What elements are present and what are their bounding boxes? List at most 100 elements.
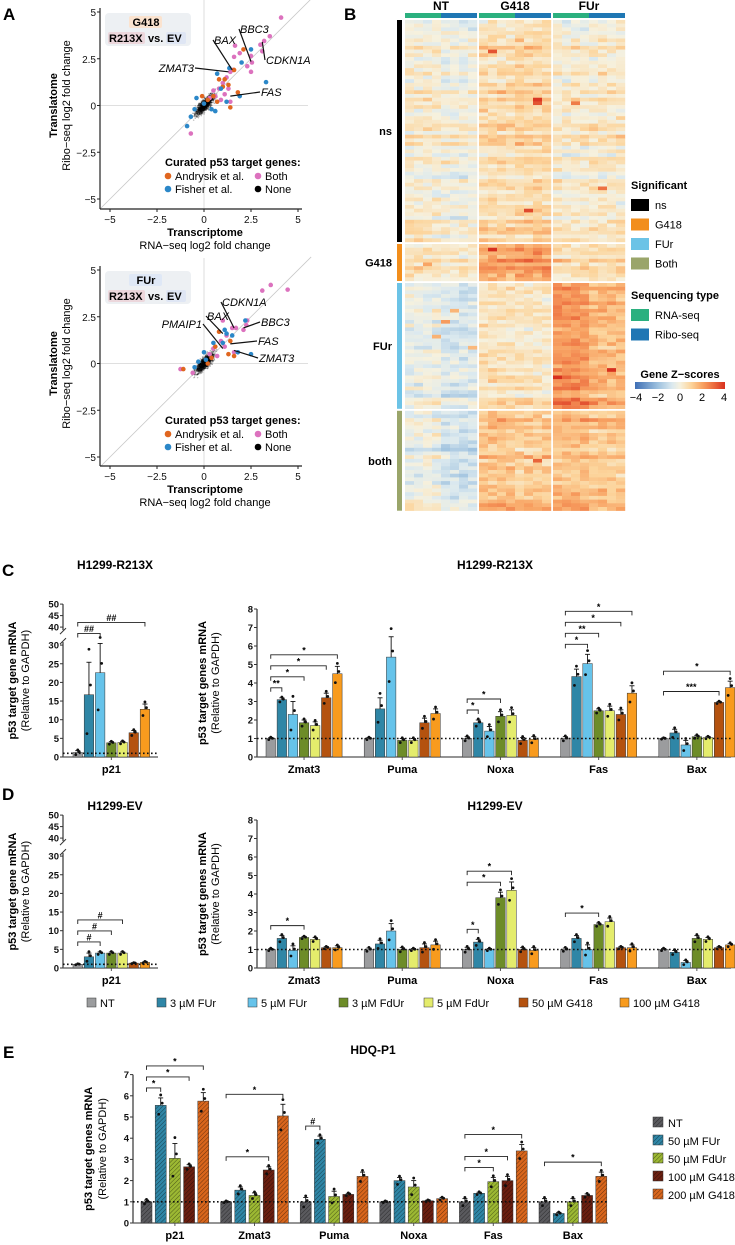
heatmap-cell: [450, 160, 460, 165]
heatmap-cell: [488, 131, 498, 135]
point-none: [208, 93, 210, 95]
heatmap-cell: [571, 23, 581, 28]
heatmap-cell: [542, 53, 552, 58]
heatmap-cell: [553, 112, 563, 117]
heatmap-cell: [562, 79, 572, 84]
point-none: [206, 351, 209, 353]
heatmap-cell: [515, 145, 525, 150]
heatmap-cell: [479, 90, 489, 95]
heatmap-cell: [488, 68, 498, 72]
heatmap-cell: [571, 42, 581, 47]
heatmap-cell: [515, 97, 525, 102]
y-tick-label: −2.5: [76, 148, 96, 159]
heatmap-cell: [506, 258, 516, 263]
heatmap-cell: [542, 131, 552, 135]
heatmap-cell: [432, 230, 442, 235]
heatmap-cell: [506, 45, 516, 50]
heatmap-cell: [468, 186, 478, 191]
heatmap-cell: [468, 134, 478, 139]
heatmap-cell: [515, 219, 525, 224]
heatmap-cell: [542, 45, 552, 50]
heatmap-cell: [542, 223, 552, 228]
heatmap-cell: [414, 208, 424, 213]
heatmap-cell: [580, 251, 590, 256]
point-none: [197, 106, 200, 108]
point-none: [208, 102, 210, 105]
heatmap-cell: [459, 108, 469, 113]
point-none: [204, 106, 207, 109]
heatmap-cell: [589, 216, 599, 220]
heatmap-cell: [589, 105, 599, 109]
point-none: [197, 109, 200, 111]
heatmap-cell: [468, 301, 478, 306]
heatmap-cell: [524, 156, 534, 161]
heatmap-cell: [515, 75, 525, 80]
heatmap-cell: [589, 86, 599, 91]
heatmap-cell: [562, 212, 572, 217]
heatmap-cell: [607, 208, 617, 213]
heatmap-cell: [589, 142, 599, 146]
heatmap-cell: [423, 286, 433, 291]
heatmap-cell: [423, 234, 433, 239]
heatmap-cell: [562, 286, 572, 291]
heatmap-cell: [450, 247, 460, 252]
heatmap-cell: [533, 101, 543, 106]
heatmap-cell: [553, 153, 563, 158]
heatmap-cell: [497, 97, 507, 102]
heatmap-cell: [542, 57, 552, 61]
heatmap-cell: [459, 71, 469, 76]
y-tick-label: −5: [85, 195, 97, 206]
heatmap-cell: [497, 223, 507, 228]
heatmap-cell: [607, 193, 617, 198]
point-none: [198, 102, 201, 104]
heatmap-cell: [607, 149, 617, 154]
heatmap-cell: [542, 190, 552, 195]
heatmap-cell: [506, 219, 516, 224]
heatmap-cell: [441, 145, 451, 150]
heatmap-cell: [405, 323, 415, 328]
heatmap-cell: [580, 79, 590, 84]
point-none: [206, 104, 209, 106]
heatmap-cell: [497, 75, 507, 80]
heatmap-cell: [405, 297, 415, 302]
heatmap-cell: [562, 255, 572, 259]
heatmap-cell: [414, 205, 424, 209]
point-none: [199, 112, 201, 114]
point-none: [206, 103, 208, 106]
heatmap-cell: [571, 101, 581, 106]
point-none: [197, 112, 199, 114]
heatmap-cell: [598, 312, 608, 317]
heatmap-cell: [571, 112, 581, 117]
point-fisher: [263, 79, 269, 85]
heatmap-cell: [414, 244, 424, 248]
heatmap-cell: [506, 182, 516, 187]
heatmap-cell: [553, 179, 563, 183]
point-none: [200, 103, 202, 105]
heatmap-cell: [441, 127, 451, 132]
heatmap-cell: [506, 273, 516, 278]
heatmap-cell: [423, 60, 433, 65]
heatmap-cell: [607, 108, 617, 113]
heatmap-cell: [459, 23, 469, 28]
heatmap-cell: [506, 290, 516, 295]
heatmap-cell: [468, 97, 478, 102]
heatmap-cell: [607, 53, 617, 58]
heatmap-cell: [542, 269, 552, 274]
heatmap-cell: [553, 223, 563, 228]
heatmap-cell: [589, 283, 599, 287]
heatmap-cell: [533, 175, 543, 180]
heatmap-cell: [497, 297, 507, 302]
heatmap-cell: [598, 305, 608, 310]
point-none: [198, 107, 200, 109]
gene-annotation: CDKN1A: [222, 297, 267, 309]
heatmap-cell: [524, 312, 534, 317]
heatmap-cell: [414, 145, 424, 150]
heatmap-cell: [533, 255, 543, 259]
heatmap-cell: [432, 134, 442, 139]
heatmap-cell: [598, 186, 608, 191]
heatmap-cell: [414, 277, 424, 282]
heatmap-cell: [598, 179, 608, 183]
heatmap-cell: [598, 175, 608, 180]
point-both: [259, 288, 265, 293]
y-axis-title: Translatome: [48, 331, 60, 396]
